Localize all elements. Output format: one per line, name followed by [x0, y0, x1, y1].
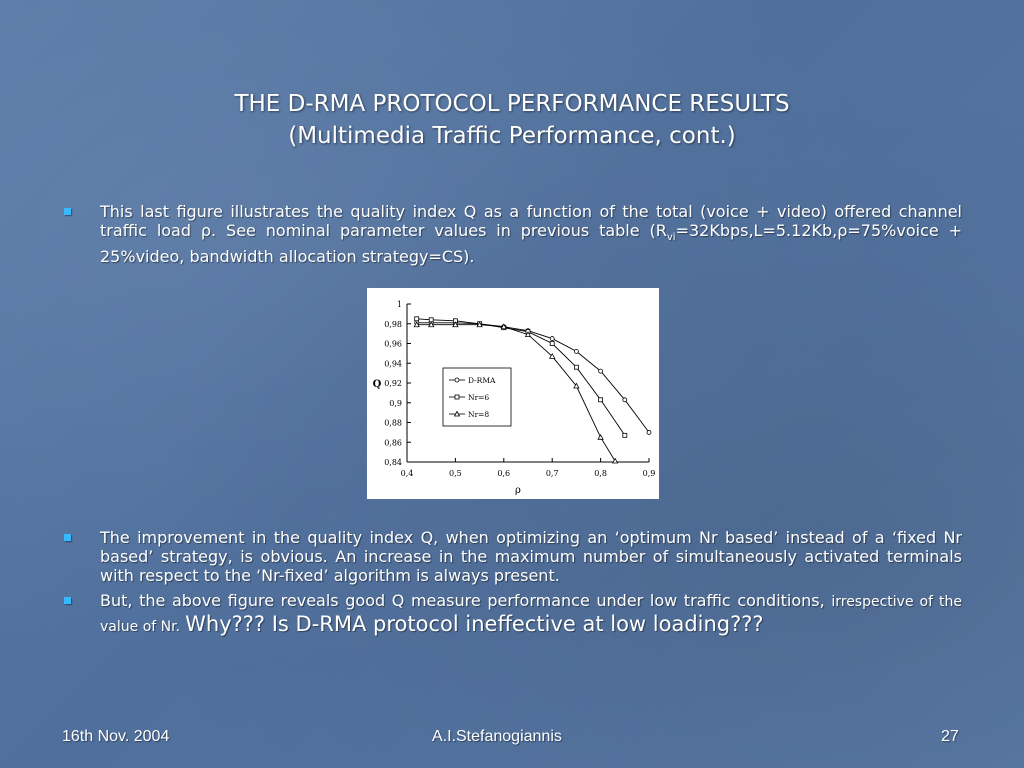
bullet-text-3: But, the above figure reveals good Q mea… — [100, 591, 962, 636]
data-point-series-2 — [573, 364, 579, 370]
bullet-square-icon — [64, 208, 71, 215]
data-point-series-3 — [413, 321, 420, 328]
data-point-series-2 — [622, 432, 628, 438]
series-line-3 — [416, 324, 616, 462]
x-tick-label: 0,8 — [594, 469, 607, 478]
data-point-series-2 — [549, 341, 555, 346]
bullet-square-icon — [64, 597, 71, 604]
title-line-1: THE D-RMA PROTOCOL PERFORMANCE RESULTS — [234, 91, 790, 117]
data-point-series-3 — [597, 433, 604, 440]
bullet-text-1: This last figure illustrates the quality… — [100, 202, 963, 267]
legend-label-2: Nr=6 — [468, 393, 489, 402]
data-point-series-3 — [500, 323, 507, 330]
y-tick-label: 0,9 — [389, 399, 402, 408]
data-point-series-1 — [598, 368, 604, 374]
x-tick-label: 0,9 — [643, 469, 656, 478]
bullet-text-2: The improvement in the quality index Q, … — [100, 528, 962, 585]
data-point-series-3 — [611, 457, 619, 464]
data-point-series-3 — [428, 321, 435, 328]
legend-label-1: D-RMA — [468, 376, 496, 385]
data-point-series-3 — [573, 382, 580, 389]
legend-marker-2 — [454, 394, 460, 400]
y-tick-label: 1 — [397, 300, 402, 309]
data-point-series-1 — [646, 429, 652, 435]
footer-page-number: 27 — [941, 728, 959, 745]
footer-author: A.I.Stefanogiannis — [432, 728, 562, 745]
data-point-series-3 — [452, 321, 459, 328]
data-point-series-1 — [549, 336, 555, 341]
data-point-series-1 — [573, 349, 579, 354]
data-point-series-1 — [622, 397, 628, 403]
data-point-series-2 — [428, 317, 434, 323]
data-point-series-3 — [476, 321, 483, 328]
x-tick-label: 0,5 — [449, 469, 462, 478]
legend-marker-1 — [454, 377, 460, 383]
x-tick-label: 0,7 — [546, 469, 559, 478]
x-tick-label: 0,4 — [401, 469, 414, 478]
data-point-series-2 — [598, 397, 604, 403]
x-axis-label: ρ — [515, 485, 521, 496]
y-tick-label: 0,84 — [384, 458, 402, 467]
data-point-series-2 — [414, 316, 420, 322]
title-line-2: (Multimedia Traffic Performance, cont.) — [288, 123, 736, 149]
series-line-2 — [416, 318, 626, 436]
bullet-item-3: But, the above figure reveals good Q mea… — [64, 591, 962, 637]
footer-date: 16th Nov. 2004 — [62, 728, 170, 745]
legend-marker-3 — [453, 410, 461, 417]
bullet-item-2: The improvement in the quality index Q, … — [64, 528, 962, 585]
y-tick-label: 0,96 — [384, 340, 402, 349]
y-tick-label: 0,86 — [384, 438, 402, 447]
figure-chart: 0,84 0,86 0,88 0,9 0,92 0,94 0,96 0,98 1 0,4 0,5 0,… — [367, 288, 659, 499]
data-point-series-3 — [549, 353, 556, 359]
y-axis-label: Q — [373, 379, 382, 390]
legend-label-3: Nr=8 — [468, 410, 489, 419]
y-tick-label: 0,98 — [384, 320, 402, 329]
y-tick-label: 0,94 — [384, 359, 402, 368]
x-tick-label: 0,6 — [497, 469, 510, 478]
bullet-item-1: This last figure illustrates the quality… — [64, 202, 962, 266]
chart-svg: 0,84 0,86 0,88 0,9 0,92 0,94 0,96 0,98 1 0,4 0,5 0,… — [373, 300, 656, 496]
y-tick-label: 0,88 — [384, 419, 402, 428]
bullet-square-icon — [64, 534, 71, 541]
slide-title: THE D-RMA PROTOCOL PERFORMANCE RESULTS (… — [0, 88, 1024, 152]
y-tick-label: 0,92 — [384, 379, 402, 388]
data-point-series-3 — [524, 331, 532, 338]
